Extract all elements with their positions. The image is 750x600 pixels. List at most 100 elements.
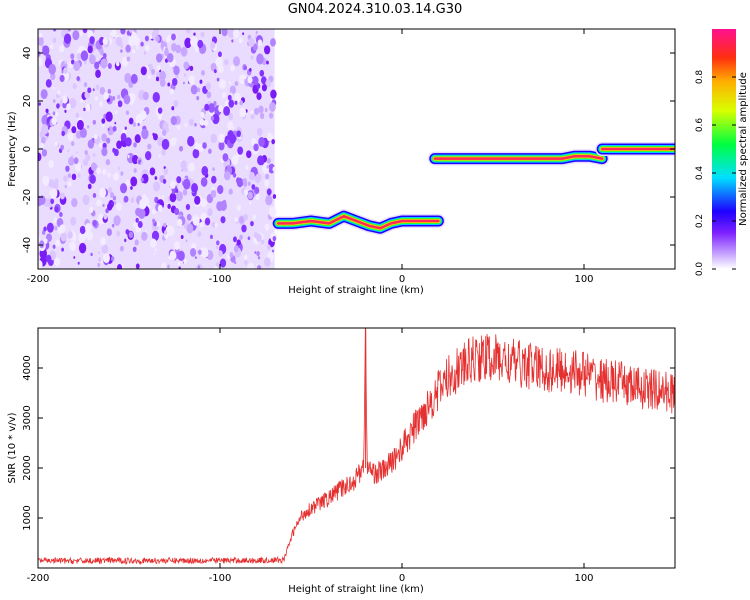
noise-speck [167, 225, 175, 237]
noise-speck [234, 81, 239, 87]
noise-speck [55, 239, 61, 247]
noise-speck [83, 60, 87, 65]
noise-speck [211, 175, 217, 184]
noise-speck [60, 232, 67, 242]
noise-speck [210, 115, 215, 121]
noise-speck [73, 157, 79, 165]
noise-speck [147, 143, 152, 150]
noise-speck [171, 33, 176, 41]
noise-speck [133, 142, 137, 148]
noise-speck [98, 142, 103, 148]
noise-speck [242, 178, 248, 185]
noise-speck [62, 102, 67, 109]
noise-speck [267, 244, 271, 250]
noise-speck [233, 245, 239, 253]
x-tick-label: -200 [27, 274, 50, 285]
noise-speck [103, 91, 109, 100]
y-tick-label: -40 [22, 237, 33, 253]
noise-speck [120, 29, 126, 35]
noise-speck [61, 247, 64, 252]
noise-speck [166, 52, 174, 63]
snr-y-label: SNR (10 * v/v) [7, 412, 18, 483]
noise-speck [97, 263, 101, 268]
noise-speck [264, 107, 268, 113]
noise-speck [54, 225, 58, 231]
noise-speck [113, 172, 119, 181]
noise-speck [255, 30, 258, 35]
noise-speck [64, 109, 67, 113]
noise-speck [92, 219, 97, 227]
noise-speck [87, 87, 92, 94]
noise-speck [83, 82, 88, 88]
noise-speck [197, 265, 200, 269]
noise-speck [79, 127, 87, 139]
noise-speck [181, 168, 184, 172]
spectrogram-y-label: Frequency (Hz) [7, 111, 18, 187]
noise-speck [210, 189, 217, 198]
noise-speck [236, 130, 242, 138]
noise-speck [213, 265, 218, 269]
noise-speck [194, 142, 200, 150]
noise-speck [234, 92, 242, 104]
noise-speck [161, 195, 165, 199]
noise-speck [152, 91, 160, 103]
snr-x-label: Height of straight line (km) [288, 584, 424, 595]
noise-speck [207, 208, 213, 217]
noise-speck [169, 88, 174, 95]
noise-speck [163, 222, 167, 228]
noise-speck [248, 171, 255, 181]
noise-speck [66, 103, 71, 110]
noise-speck [176, 218, 183, 227]
noise-speck [171, 190, 175, 195]
noise-speck [194, 122, 197, 127]
noise-speck [127, 155, 130, 159]
noise-speck [190, 36, 198, 48]
noise-speck [234, 217, 239, 223]
noise-speck [76, 76, 80, 82]
noise-speck [196, 96, 200, 101]
snr-frame [37, 327, 676, 569]
noise-speck [224, 59, 229, 66]
noise-speck [255, 173, 262, 183]
noise-speck [176, 124, 181, 131]
noise-speck [199, 118, 205, 126]
noise-speck [229, 252, 234, 258]
noise-speck [165, 127, 170, 133]
noise-speck [250, 113, 255, 120]
noise-speck [173, 65, 180, 76]
noise-speck [170, 116, 178, 126]
noise-speck [124, 126, 127, 130]
noise-speck [153, 252, 156, 256]
noise-speck [89, 174, 96, 184]
noise-speck [84, 223, 92, 233]
noise-speck [183, 73, 187, 77]
noise-speck [73, 256, 76, 259]
noise-speck [205, 82, 211, 91]
noise-speck [139, 110, 147, 121]
noise-speck [101, 147, 108, 157]
noise-speck [116, 140, 122, 149]
noise-speck [93, 133, 98, 140]
noise-speck [157, 204, 163, 213]
noise-speck [242, 32, 245, 36]
noise-speck [38, 260, 43, 269]
noise-speck [210, 133, 217, 144]
noise-speck [64, 60, 67, 64]
noise-speck [264, 179, 270, 187]
noise-speck [124, 72, 132, 84]
noise-speck [48, 63, 57, 75]
noise-speck [111, 256, 115, 262]
noise-speck [82, 194, 90, 206]
noise-speck [228, 188, 233, 195]
noise-speck [105, 111, 113, 122]
noise-speck [233, 56, 241, 67]
noise-speck [185, 29, 191, 34]
signal-track-1-layer-5 [433, 154, 604, 160]
x-tick-label: 0 [399, 274, 405, 285]
noise-speck [256, 83, 261, 89]
noise-speck [42, 175, 50, 186]
noise-speck [192, 148, 200, 159]
noise-speck [46, 222, 54, 233]
noise-speck [45, 254, 52, 263]
noise-speck [266, 157, 271, 164]
